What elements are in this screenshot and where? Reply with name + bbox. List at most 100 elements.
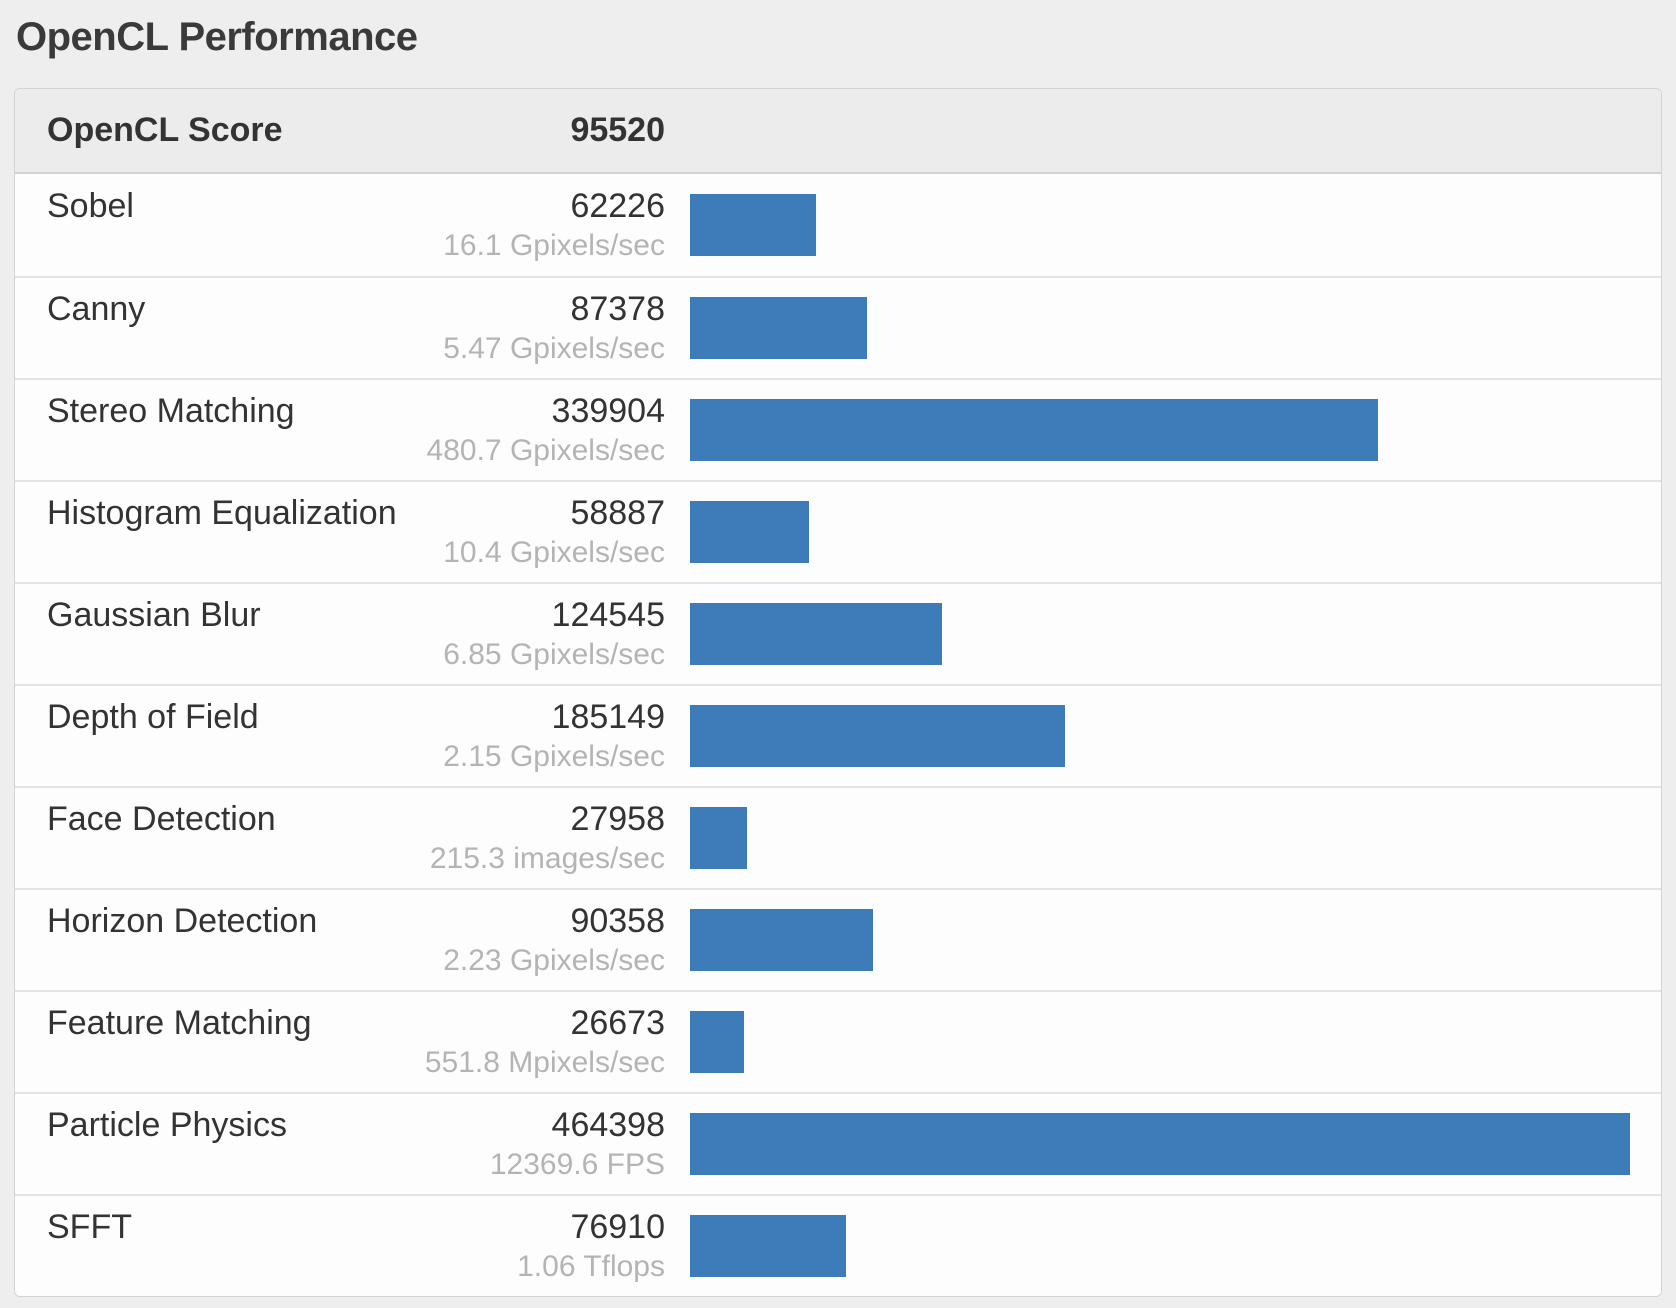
benchmark-name: Histogram Equalization [47,492,443,572]
benchmark-bar [690,807,747,869]
benchmark-name-text: Gaussian Blur [47,596,261,634]
benchmark-name: Face Detection [47,798,430,878]
benchmark-name: Canny [47,288,443,368]
benchmark-rate: 1.06 Tflops [517,1250,665,1283]
benchmark-score: 26673 [570,1004,665,1042]
benchmark-name: Particle Physics [47,1104,490,1184]
benchmark-values: 58887 10.4 Gpixels/sec [443,492,665,572]
benchmark-bar-track [690,399,1630,461]
benchmark-row-histogram-equalization: Histogram Equalization 58887 10.4 Gpixel… [15,480,1661,582]
benchmark-values: 339904 480.7 Gpixels/sec [427,390,665,470]
spacer [47,840,430,878]
score-summary-value: 95520 [570,111,665,149]
benchmark-name: SFFT [47,1206,517,1286]
benchmark-rate: 6.85 Gpixels/sec [443,638,665,671]
benchmark-name: Depth of Field [47,696,443,776]
benchmark-bar-track [690,705,1630,767]
spacer [47,636,443,674]
benchmark-bar-track [690,807,1630,869]
benchmark-row-feature-matching: Feature Matching 26673 551.8 Mpixels/sec [15,990,1661,1092]
benchmark-name: Stereo Matching [47,390,427,470]
benchmark-bar [690,501,810,563]
benchmark-name-text: Depth of Field [47,698,259,736]
benchmark-bar [690,194,816,256]
benchmark-rate: 480.7 Gpixels/sec [426,434,665,467]
benchmark-bar [690,603,943,665]
spacer [47,738,443,776]
benchmark-rate: 2.23 Gpixels/sec [443,944,665,977]
benchmark-name: Feature Matching [47,1002,425,1082]
benchmark-name-text: Stereo Matching [47,392,295,430]
spacer [47,227,443,265]
benchmark-rate: 2.15 Gpixels/sec [443,740,665,773]
benchmark-row-horizon-detection: Horizon Detection 90358 2.23 Gpixels/sec [15,888,1661,990]
benchmark-score: 87378 [570,290,665,328]
benchmark-row-particle-physics: Particle Physics 464398 12369.6 FPS [15,1092,1661,1194]
benchmark-name: Horizon Detection [47,900,443,980]
benchmark-rate: 5.47 Gpixels/sec [443,332,665,365]
benchmark-name-text: Feature Matching [47,1004,312,1042]
benchmark-bar-track [690,194,1630,256]
benchmark-score: 124545 [551,596,665,634]
benchmark-values: 464398 12369.6 FPS [490,1104,665,1184]
spacer [47,1146,490,1184]
benchmark-bar [690,297,867,359]
benchmark-bar [690,399,1378,461]
benchmark-values: 124545 6.85 Gpixels/sec [443,594,665,674]
benchmark-score: 76910 [570,1208,665,1246]
benchmark-score: 339904 [551,392,665,430]
spacer [47,534,443,572]
benchmark-values: 27958 215.3 images/sec [430,798,665,878]
benchmark-name-text: SFFT [47,1208,132,1246]
benchmark-values: 26673 551.8 Mpixels/sec [425,1002,665,1082]
benchmark-name: Gaussian Blur [47,594,443,674]
benchmark-score: 90358 [570,902,665,940]
spacer [47,1044,425,1082]
benchmark-row-stereo-matching: Stereo Matching 339904 480.7 Gpixels/sec [15,378,1661,480]
benchmark-row-sfft: SFFT 76910 1.06 Tflops [15,1194,1661,1296]
benchmark-rate: 551.8 Mpixels/sec [424,1046,665,1079]
benchmark-name-text: Canny [47,290,146,328]
benchmark-row-depth-of-field: Depth of Field 185149 2.15 Gpixels/sec [15,684,1661,786]
benchmark-name-text: Horizon Detection [47,902,318,940]
benchmark-bar [690,1113,1630,1175]
benchmark-bar [690,705,1065,767]
benchmark-rate: 16.1 Gpixels/sec [443,229,665,262]
benchmark-name-text: Sobel [47,187,134,225]
benchmark-row-sobel: Sobel 62226 16.1 Gpixels/sec [15,174,1661,276]
benchmark-bar-track [690,603,1630,665]
spacer [47,1248,517,1286]
benchmark-bar [690,1215,846,1277]
benchmark-values: 87378 5.47 Gpixels/sec [443,288,665,368]
benchmark-bar [690,1011,744,1073]
benchmark-bar-track [690,1215,1630,1277]
benchmark-score: 185149 [551,698,665,736]
benchmark-bar-track [690,1113,1630,1175]
opencl-results-card: OpenCL Score 95520 Sobel 62226 16.1 Gpix… [14,88,1662,1297]
benchmark-values: 90358 2.23 Gpixels/sec [443,900,665,980]
benchmark-score: 58887 [570,494,665,532]
benchmark-values: 62226 16.1 Gpixels/sec [443,185,665,265]
benchmark-score: 62226 [570,187,665,225]
header-spacer [665,130,1630,131]
benchmark-name-text: Particle Physics [47,1106,287,1144]
score-summary-row: OpenCL Score 95520 [15,89,1661,174]
spacer [47,330,443,368]
page-title: OpenCL Performance [16,15,418,59]
benchmark-values: 185149 2.15 Gpixels/sec [443,696,665,776]
spacer [47,432,427,470]
benchmark-rate: 215.3 images/sec [429,842,665,875]
benchmark-bar-track [690,297,1630,359]
score-summary-label: OpenCL Score [47,111,283,149]
benchmark-name-text: Face Detection [47,800,276,838]
benchmark-bar-track [690,1011,1630,1073]
benchmark-row-canny: Canny 87378 5.47 Gpixels/sec [15,276,1661,378]
benchmark-values: 76910 1.06 Tflops [517,1206,665,1286]
benchmark-row-face-detection: Face Detection 27958 215.3 images/sec [15,786,1661,888]
benchmark-name: Sobel [47,185,443,265]
benchmark-bar-track [690,501,1630,563]
benchmark-rate: 12369.6 FPS [489,1148,665,1181]
benchmark-bar [690,909,873,971]
benchmark-score: 464398 [551,1106,665,1144]
benchmark-rate: 10.4 Gpixels/sec [443,536,665,569]
